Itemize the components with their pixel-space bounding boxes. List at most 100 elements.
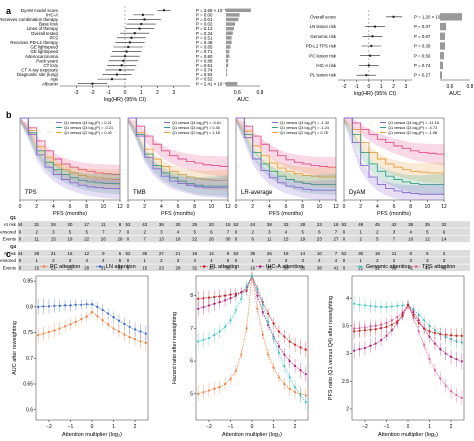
data-point <box>234 294 237 297</box>
x-tick-label: 3 <box>172 90 175 96</box>
table-cell: 25 <box>267 251 272 256</box>
table-cell: 2 <box>52 258 55 263</box>
data-point <box>74 320 77 323</box>
table-cell: 14 <box>442 237 447 242</box>
x-tick-label: 1 <box>380 84 383 90</box>
data-point <box>277 330 281 333</box>
data-point <box>202 338 205 341</box>
table-cell: 29 <box>118 237 123 242</box>
table-cell: 7 <box>119 229 122 234</box>
data-point <box>304 373 307 376</box>
ci-band-q2 <box>344 118 444 184</box>
table-row-label: At risk <box>4 251 17 256</box>
table-cell: 2 <box>160 258 163 263</box>
x-axis-label: Attention multiplier (log₂) <box>378 432 438 438</box>
p-value: P = 0.56 <box>414 53 431 58</box>
x-tick-label: −1 <box>68 424 74 430</box>
data-point <box>433 369 437 372</box>
x-axis-label: log(HR) (95% CI) <box>354 91 396 97</box>
estimate-point <box>120 64 123 67</box>
auc-tick-label: 0.6 <box>447 84 454 90</box>
x-tick-label: −1 <box>228 424 234 430</box>
p-value: P = 0.00 <box>196 12 213 17</box>
km-panel: 0 2 4 6 8 10 12 PFS (months) TPS Q1 versus Q4 log… <box>19 117 123 217</box>
data-point <box>385 325 388 329</box>
table-cell: 5 <box>426 229 429 234</box>
table-band <box>18 228 470 235</box>
p-value: P = 0.74 <box>196 68 213 73</box>
p-value: P = 0.92 <box>196 72 213 77</box>
table-cell: 26 <box>101 237 106 242</box>
auc-bar <box>226 45 231 49</box>
data-point <box>197 392 200 395</box>
table-cell: 15 <box>142 265 147 270</box>
x-tick-label: 4 <box>376 204 379 210</box>
auc-bar <box>440 22 446 31</box>
table-cell: 12 <box>84 251 89 256</box>
data-point <box>261 333 264 337</box>
auc-bar <box>226 72 228 77</box>
estimate-point <box>140 22 143 26</box>
x-tick-label: 4 <box>268 204 271 210</box>
series-line <box>354 304 462 362</box>
table-cell: 30 <box>226 237 231 242</box>
data-point <box>293 364 297 368</box>
x-tick-label: 2 <box>143 204 146 210</box>
data-point <box>423 344 426 347</box>
legend-entry: Q1 versus Q4 log₂(P) = -11.16 <box>388 121 439 125</box>
auc-bar <box>440 52 444 60</box>
forest-plot-risk: -2 -1 0 1 2 3 log(HR) (95% CI) Overall score P =… <box>306 10 474 97</box>
table-cell: 21 <box>51 251 56 256</box>
table-row-label: Censored <box>0 258 17 263</box>
table-cell: 7 <box>335 229 338 234</box>
table-cell: 0 <box>19 237 22 242</box>
data-point <box>47 330 51 334</box>
table-cell: 52 <box>342 222 347 227</box>
x-tick-label: 0 <box>91 424 94 430</box>
row-label: Albumin <box>42 81 58 86</box>
row-label: Diagnostic site (lung) <box>17 72 59 77</box>
data-point <box>272 322 275 325</box>
y-tick-label: 6 <box>190 359 193 365</box>
table-cell: 31 <box>34 222 39 227</box>
x-tick-label: -1 <box>107 90 112 96</box>
data-point <box>144 341 147 344</box>
table-cell: 4 <box>177 229 180 234</box>
table-cell: 41 <box>334 265 339 270</box>
data-point <box>460 360 463 363</box>
table-cell: 3 <box>285 258 288 263</box>
y-tick-label: 0.8 <box>26 304 33 310</box>
data-point <box>288 376 291 379</box>
data-point <box>96 315 99 318</box>
table-band <box>18 235 470 243</box>
table-cell: 17 <box>84 222 89 227</box>
data-point <box>444 384 447 387</box>
data-point <box>144 332 147 335</box>
data-point <box>267 312 270 315</box>
p-value: P = 0.88 <box>196 58 213 63</box>
legend-entry: Q1 versus Q3 log₂(P) = -4.73 <box>388 126 437 130</box>
data-point <box>396 304 399 308</box>
table-cell: 2 <box>376 229 379 234</box>
data-point <box>423 327 426 330</box>
legend-entry: PC attention <box>50 264 80 270</box>
table-cell: 23 <box>317 222 322 227</box>
data-point <box>353 349 356 352</box>
table-cell: 44 <box>18 222 23 227</box>
row-label: PL lesion risk <box>310 73 337 78</box>
table-cell: 44 <box>18 251 23 256</box>
km-panels: 0 2 4 6 8 10 12 PFS (months) TPS Q1 versus Q4 log… <box>19 117 447 217</box>
table-cell: 3 <box>160 229 163 234</box>
row-label: PFS <box>49 35 58 40</box>
y-tick-label: 2.5 <box>342 379 349 385</box>
auc-bar <box>440 13 462 21</box>
data-point <box>85 303 88 306</box>
auc-bar <box>440 42 445 50</box>
p-value: P = 0.02 <box>196 22 213 27</box>
table-cell: 1 <box>251 258 254 263</box>
estimate-point <box>133 32 136 35</box>
data-point <box>213 333 216 337</box>
row-label: Receives PD-L1 therapy <box>10 40 58 45</box>
table-cell: 5 <box>119 258 122 263</box>
x-tick-label: 2 <box>359 204 362 210</box>
